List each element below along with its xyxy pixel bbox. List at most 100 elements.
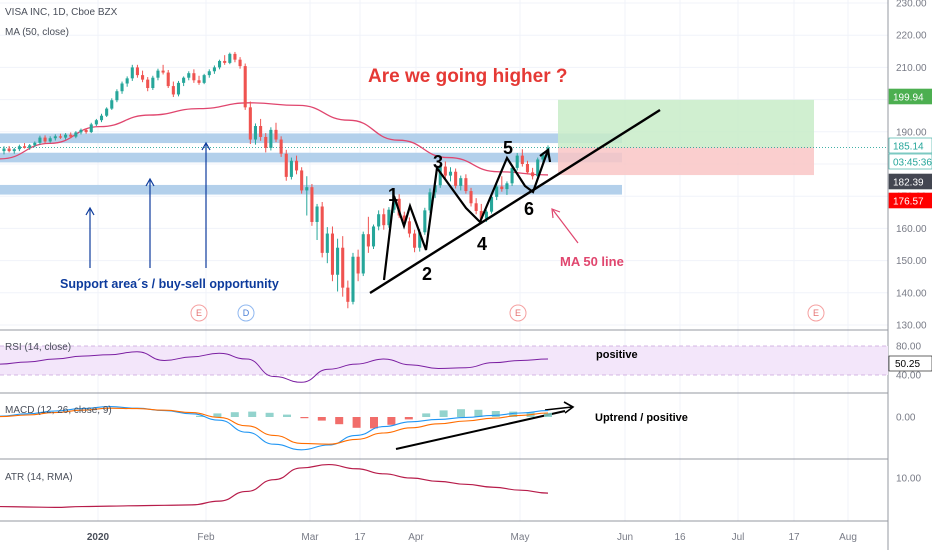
candle xyxy=(182,76,186,87)
price-badge: 176.57 xyxy=(888,192,932,209)
price-badge: 185.14 xyxy=(888,137,932,154)
earnings-marker: E xyxy=(190,304,208,322)
wave-label-3: 3 xyxy=(433,152,443,172)
candle xyxy=(243,63,247,110)
candle xyxy=(320,201,324,258)
candle xyxy=(105,107,109,117)
trade-setup-box xyxy=(0,99,888,176)
price-tick-label: 140.00 xyxy=(896,288,927,299)
trendline-rising[interactable] xyxy=(369,108,661,295)
event-markers[interactable]: E D E E xyxy=(190,304,825,322)
candle xyxy=(310,183,314,226)
support-zone-1 xyxy=(0,133,622,144)
candle xyxy=(510,165,514,186)
candle xyxy=(156,68,160,81)
candle xyxy=(454,168,458,189)
macd-hist-bar xyxy=(387,417,396,425)
macd-hist-bar xyxy=(248,411,257,417)
candle xyxy=(135,64,139,78)
candle xyxy=(490,194,494,214)
time-tick-label: 2020 xyxy=(87,532,110,543)
candle xyxy=(28,144,32,150)
candle xyxy=(346,280,350,309)
svg-text:50.25: 50.25 xyxy=(895,359,920,370)
candle xyxy=(500,176,504,192)
candle xyxy=(356,249,360,282)
ma-legend: MA (50, close) xyxy=(5,27,69,38)
price-tick-label: 230.00 xyxy=(896,0,927,10)
svg-text:03:45:36: 03:45:36 xyxy=(893,158,932,169)
macd-hist-bar xyxy=(544,412,552,417)
svg-text:182.39: 182.39 xyxy=(893,178,924,189)
svg-text:E: E xyxy=(196,308,202,318)
candle xyxy=(448,167,453,182)
candle xyxy=(7,145,11,153)
svg-text:176.57: 176.57 xyxy=(893,197,924,208)
dividend-marker: D xyxy=(237,304,255,322)
candle xyxy=(371,224,376,250)
macd-arrow xyxy=(544,406,573,411)
candle xyxy=(469,187,473,207)
rsi-band xyxy=(0,346,888,375)
annotation-support: Support area´s / buy-sell opportunity xyxy=(60,277,279,291)
ma50-series xyxy=(0,102,549,176)
wave-label-5: 5 xyxy=(503,138,513,158)
wave-zigzag[interactable] xyxy=(382,149,550,281)
rsi-tick-label: 40.00 xyxy=(896,371,921,382)
macd-hist-bar xyxy=(317,417,326,421)
candle xyxy=(279,136,283,157)
candle xyxy=(259,118,263,141)
candle xyxy=(459,175,463,191)
candle xyxy=(197,75,201,85)
candle xyxy=(505,181,509,195)
candle xyxy=(300,167,304,194)
candle xyxy=(53,134,57,141)
macd-hist-bar xyxy=(439,410,448,417)
candle xyxy=(382,208,386,230)
price-tick-label: 190.00 xyxy=(896,127,927,138)
candle xyxy=(520,149,524,167)
ma50-line xyxy=(0,102,549,176)
candle xyxy=(531,167,535,180)
macd-hist-bar xyxy=(196,415,204,417)
candle xyxy=(336,238,340,292)
annotation-title: Are we going higher ? xyxy=(368,66,568,87)
atr-tick-label: 10.00 xyxy=(896,474,921,485)
candle xyxy=(407,217,411,238)
candle xyxy=(443,161,447,179)
macd-hist-bar xyxy=(300,417,309,419)
time-tick-label: 16 xyxy=(674,532,686,543)
candle xyxy=(125,76,129,87)
candle xyxy=(151,75,155,90)
macd-hist-bar xyxy=(404,417,413,420)
wave-label-6: 6 xyxy=(524,199,534,219)
candle xyxy=(238,57,242,69)
price-tick-label: 210.00 xyxy=(896,63,927,74)
time-axis[interactable]: 2020 Feb Mar 17 Apr May Jun 16 Jul 17 Aug xyxy=(87,532,857,543)
price-axis[interactable]: 230.00220.00210.00200.00190.00180.00170.… xyxy=(888,0,932,485)
rsi-label: RSI (14, close) xyxy=(5,342,71,353)
macd-tick-label: 0.00 xyxy=(896,413,916,424)
earnings-marker: E xyxy=(509,304,527,322)
support-zone-2 xyxy=(0,152,622,163)
candle xyxy=(58,133,62,139)
macd-line xyxy=(0,406,549,451)
candle xyxy=(33,141,37,148)
time-tick-label: Mar xyxy=(301,532,319,543)
candle xyxy=(474,198,478,215)
price-tick-label: 160.00 xyxy=(896,224,927,235)
candle xyxy=(48,136,52,143)
time-tick-label: Apr xyxy=(408,532,424,543)
candle xyxy=(264,133,268,153)
ma50-pointer-arrow xyxy=(551,208,579,244)
time-tick-label: 17 xyxy=(354,532,366,543)
candle xyxy=(536,157,540,179)
symbol-title: VISA INC, 1D, Cboe BZX xyxy=(5,7,118,18)
candle xyxy=(248,101,252,145)
price-tick-label: 130.00 xyxy=(896,321,927,332)
candle xyxy=(212,65,216,74)
candle xyxy=(428,188,432,213)
annotation-ma50: MA 50 line xyxy=(560,254,624,269)
svg-text:E: E xyxy=(515,308,521,318)
